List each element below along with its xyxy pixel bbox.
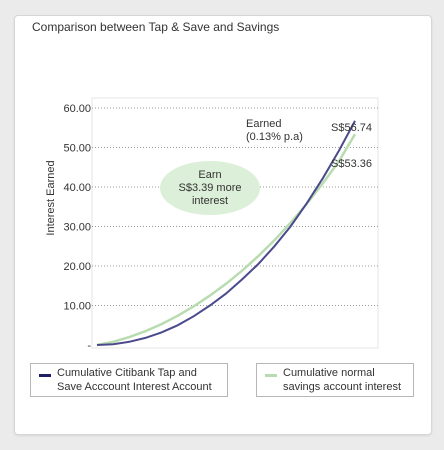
series-end-label-savings: S$53.36 (331, 158, 372, 170)
legend-item-savings: Cumulative normal savings account intere… (256, 363, 414, 397)
series-line-savings (96, 133, 357, 347)
legend-label-line-1: Cumulative Citibank Tap and (57, 367, 197, 379)
y-tick-label: 20.00 (63, 261, 91, 273)
series-line-tap-and-save (96, 120, 356, 346)
earned-rate-label: (0.13% p.a) (246, 131, 303, 143)
legend-item-tap-and-save: Cumulative Citibank Tap and Save Acccoun… (30, 363, 228, 397)
y-axis-label: Interest Earned (45, 160, 57, 235)
y-tick-labels: 60.00 50.00 40.00 30.00 20.00 10.00 - (63, 103, 91, 352)
extra-interest-bubble (160, 161, 260, 215)
legend-swatch-tap-and-save (39, 374, 51, 377)
bubble-line-1: Earn (198, 169, 221, 181)
legend-label-line-2: savings account interest (283, 381, 402, 393)
y-tick-label: 40.00 (63, 182, 91, 194)
series-end-label-tap-and-save: S$56.74 (331, 122, 372, 134)
bubble-line-2: S$3.39 more (179, 182, 242, 194)
y-tick-label: - (87, 340, 91, 352)
bubble-line-3: interest (192, 195, 228, 207)
legend-swatch-savings (265, 374, 277, 377)
y-tick-label: 50.00 (63, 143, 91, 155)
legend-label-line-1: Cumulative normal (283, 367, 375, 379)
earned-label: Earned (246, 118, 281, 130)
y-tick-label: 30.00 (63, 222, 91, 234)
plot-frame (91, 97, 379, 349)
y-tick-label: 10.00 (63, 301, 91, 313)
y-tick-label: 60.00 (63, 103, 91, 115)
chart-title: Comparison between Tap & Save and Saving… (32, 20, 280, 34)
legend-label-line-2: Save Acccount Interest Account (57, 381, 212, 393)
